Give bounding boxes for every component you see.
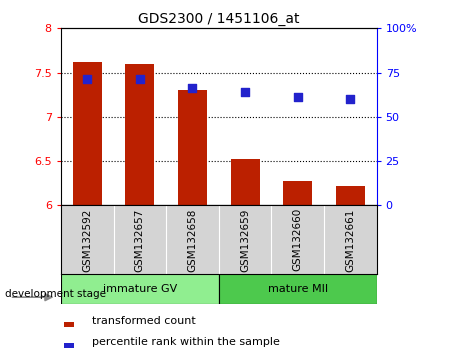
Text: GSM132661: GSM132661 — [345, 208, 355, 272]
Bar — [230, 159, 259, 205]
Title: GDS2300 / 1451106_at: GDS2300 / 1451106_at — [138, 12, 299, 26]
Text: GSM132658: GSM132658 — [188, 208, 198, 272]
Text: immature GV: immature GV — [103, 284, 177, 295]
Text: GSM132660: GSM132660 — [293, 208, 303, 272]
Bar — [336, 186, 365, 205]
Bar — [61, 274, 219, 304]
Point — [294, 95, 301, 100]
Text: percentile rank within the sample: percentile rank within the sample — [92, 337, 281, 347]
Text: mature MII: mature MII — [267, 284, 328, 295]
Text: GSM132592: GSM132592 — [82, 208, 92, 272]
Bar — [178, 90, 207, 205]
Bar — [219, 274, 377, 304]
Point — [83, 76, 91, 82]
Point — [136, 76, 143, 82]
Bar — [283, 181, 312, 205]
Point — [347, 96, 354, 102]
Text: GSM132659: GSM132659 — [240, 208, 250, 272]
Bar — [64, 322, 74, 327]
Point — [241, 89, 249, 95]
Bar — [73, 62, 101, 205]
Point — [189, 85, 196, 90]
Bar — [64, 343, 74, 348]
Text: development stage: development stage — [5, 289, 106, 299]
Text: transformed count: transformed count — [92, 316, 196, 326]
Bar — [125, 64, 154, 205]
Text: GSM132657: GSM132657 — [135, 208, 145, 272]
